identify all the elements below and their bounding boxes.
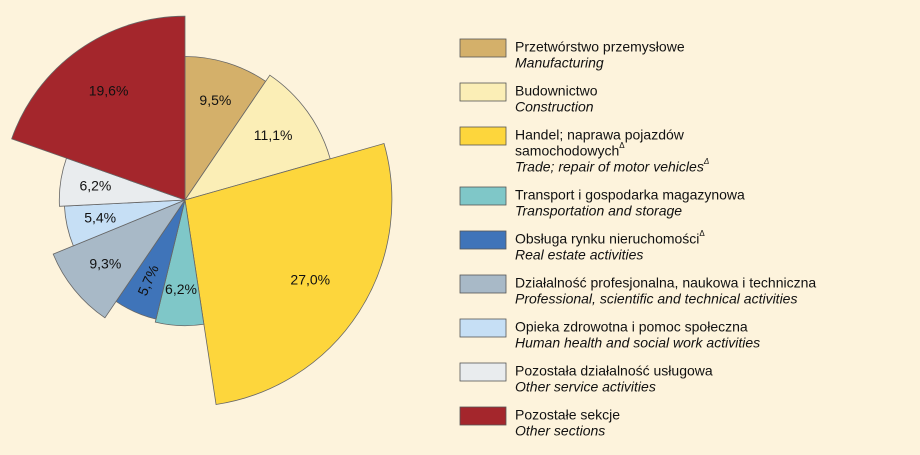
value-label: 6,2%: [165, 281, 197, 297]
value-label: 6,2%: [79, 178, 111, 194]
legend-label: Budownictwo: [515, 83, 598, 99]
legend-note: Δ: [703, 157, 709, 166]
legend-swatch: [459, 274, 507, 294]
legend-label-en: Trade; repair of motor vehiclesΔ: [515, 157, 709, 175]
sector: [11, 15, 186, 201]
legend-swatch: [459, 318, 507, 338]
value-label: 9,5%: [199, 92, 231, 108]
legend-label-en: Other service activities: [515, 379, 656, 395]
legend-label-en: Professional, scientific and technical a…: [515, 291, 797, 307]
value-label: 9,3%: [89, 255, 121, 271]
legend-label: Transport i gospodarka magazynowa: [515, 187, 745, 203]
legend-label-en: Human health and social work activities: [515, 335, 760, 351]
sector: [52, 199, 187, 319]
sector: [184, 56, 267, 202]
legend-label: Pozostałe sekcje: [515, 407, 620, 423]
legend-label: Pozostała działalność usługowa: [515, 363, 713, 379]
legend-label-en: Construction: [515, 99, 594, 115]
value-label: 27,0%: [290, 271, 330, 287]
legend-label: Działalność profesjonalna, naukowa i tec…: [515, 275, 816, 291]
value-label: 11,1%: [254, 127, 293, 143]
legend-note: Δ: [619, 141, 625, 150]
legend-swatch: [459, 362, 507, 382]
legend-swatch: [459, 230, 507, 250]
legend-swatch: [459, 38, 507, 58]
legend-label-en: Other sections: [515, 423, 605, 439]
legend-label: Handel; naprawa pojazdów: [515, 127, 685, 143]
legend-label: Opieka zdrowotna i pomoc społeczna: [515, 319, 748, 335]
sector: [184, 143, 393, 405]
legend-swatch: [459, 82, 507, 102]
legend-swatch: [459, 406, 507, 426]
legend-label-en: Transportation and storage: [515, 203, 682, 219]
legend-label: Obsługa rynku nieruchomościΔ: [515, 229, 705, 247]
legend-label: samochodowychΔ: [515, 141, 625, 159]
value-label: 19,6%: [89, 83, 129, 99]
legend-swatch: [459, 186, 507, 206]
legend-label-en: Real estate activities: [515, 247, 643, 263]
legend-swatch: [459, 126, 507, 146]
sector: [154, 199, 205, 327]
legend-label-en: Manufacturing: [515, 55, 604, 71]
legend-label: Przetwórstwo przemysłowe: [515, 39, 685, 55]
legend-note: Δ: [699, 229, 705, 238]
value-label: 5,4%: [84, 210, 116, 226]
